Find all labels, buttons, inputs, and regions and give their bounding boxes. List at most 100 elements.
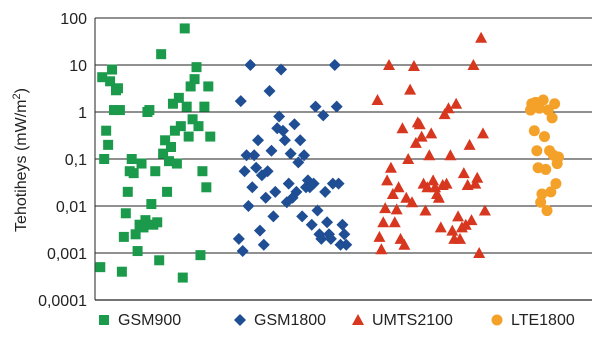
- data-point: [338, 228, 351, 241]
- data-point: [122, 186, 133, 197]
- legend-item-gsm900: GSM900: [99, 312, 181, 329]
- data-point: [453, 232, 466, 244]
- data-point: [442, 102, 455, 114]
- data-point: [112, 83, 123, 94]
- data-point: [330, 100, 343, 113]
- data-point: [478, 204, 491, 216]
- series-umts2100: [371, 31, 491, 258]
- data-point: [101, 125, 112, 136]
- data-point: [440, 177, 453, 189]
- data-point: [197, 166, 208, 177]
- data-point: [296, 210, 309, 223]
- legend-marker: [234, 314, 246, 326]
- y-tick-label: 0,001: [47, 246, 87, 263]
- data-point: [536, 188, 548, 200]
- data-point: [154, 255, 165, 266]
- data-point: [179, 23, 190, 34]
- data-point: [459, 218, 472, 230]
- data-point: [273, 110, 286, 123]
- data-point: [99, 154, 110, 164]
- data-point: [413, 118, 426, 130]
- data-point: [259, 191, 272, 204]
- data-point: [546, 112, 558, 124]
- legend: GSM900 GSM1800 UMTS2100 LTE1800: [99, 312, 575, 329]
- data-point: [118, 231, 129, 242]
- y-tick-label: 1: [78, 105, 87, 122]
- data-point: [193, 121, 204, 132]
- data-point: [288, 118, 301, 131]
- data-point: [252, 134, 265, 147]
- data-point: [120, 208, 131, 219]
- data-point: [267, 210, 280, 223]
- data-point: [469, 177, 482, 189]
- legend-label: UMTS2100: [372, 312, 453, 329]
- data-point: [282, 177, 295, 190]
- data-point: [305, 218, 318, 231]
- data-point: [423, 149, 436, 161]
- data-point: [402, 153, 415, 164]
- data-point: [144, 105, 155, 116]
- data-point: [97, 72, 108, 83]
- data-point: [132, 246, 143, 257]
- y-axis-label-main: Tehotiheys (mW/m: [13, 99, 30, 231]
- data-point: [379, 202, 392, 214]
- data-point: [315, 232, 328, 245]
- data-point: [175, 121, 186, 132]
- data-point: [165, 142, 176, 153]
- data-point: [244, 59, 257, 71]
- data-point: [138, 222, 149, 233]
- data-point: [377, 216, 390, 228]
- legend-label: LTE1800: [511, 312, 575, 329]
- legend-item-gsm1800: GSM1800: [234, 312, 326, 329]
- data-point: [415, 130, 428, 142]
- data-point: [257, 238, 270, 251]
- data-point: [383, 59, 396, 70]
- data-point: [321, 216, 334, 229]
- legend-item-umts2100: UMTS2100: [352, 312, 453, 329]
- legend-label: GSM900: [118, 312, 181, 329]
- data-point: [545, 186, 557, 198]
- data-point: [181, 101, 192, 112]
- data-point: [371, 94, 384, 106]
- data-point: [390, 203, 403, 215]
- data-point: [136, 158, 147, 169]
- data-point: [248, 149, 261, 162]
- data-point: [158, 148, 169, 159]
- series-gsm900: [95, 23, 216, 283]
- data-point: [189, 74, 200, 85]
- data-point: [250, 161, 263, 174]
- data-point: [421, 181, 434, 193]
- y-tick-label: 0,1: [65, 152, 87, 169]
- data-point: [309, 100, 322, 113]
- data-point: [173, 92, 184, 103]
- data-point: [409, 136, 422, 148]
- data-point: [232, 232, 245, 245]
- data-point: [242, 200, 255, 212]
- data-point: [373, 230, 386, 242]
- data-point: [156, 49, 167, 60]
- y-axis-label-sup: 2: [11, 93, 23, 99]
- data-point: [392, 181, 405, 193]
- data-point: [126, 154, 137, 164]
- y-tick-label: 100: [60, 11, 87, 28]
- data-point: [160, 135, 171, 146]
- data-point: [234, 95, 247, 108]
- series-gsm1800: [232, 59, 353, 258]
- data-point: [457, 167, 470, 179]
- data-point: [103, 139, 114, 150]
- data-point: [552, 151, 564, 163]
- data-point: [185, 81, 196, 92]
- data-point: [183, 131, 194, 142]
- data-point: [107, 64, 118, 75]
- legend-marker: [99, 315, 109, 325]
- data-point: [191, 62, 202, 73]
- data-point: [407, 60, 420, 72]
- data-point: [549, 98, 561, 110]
- data-point: [537, 94, 549, 106]
- data-point: [531, 145, 543, 157]
- data-point: [538, 131, 550, 143]
- data-point: [381, 174, 394, 186]
- data-point: [167, 98, 178, 109]
- data-point: [177, 272, 188, 283]
